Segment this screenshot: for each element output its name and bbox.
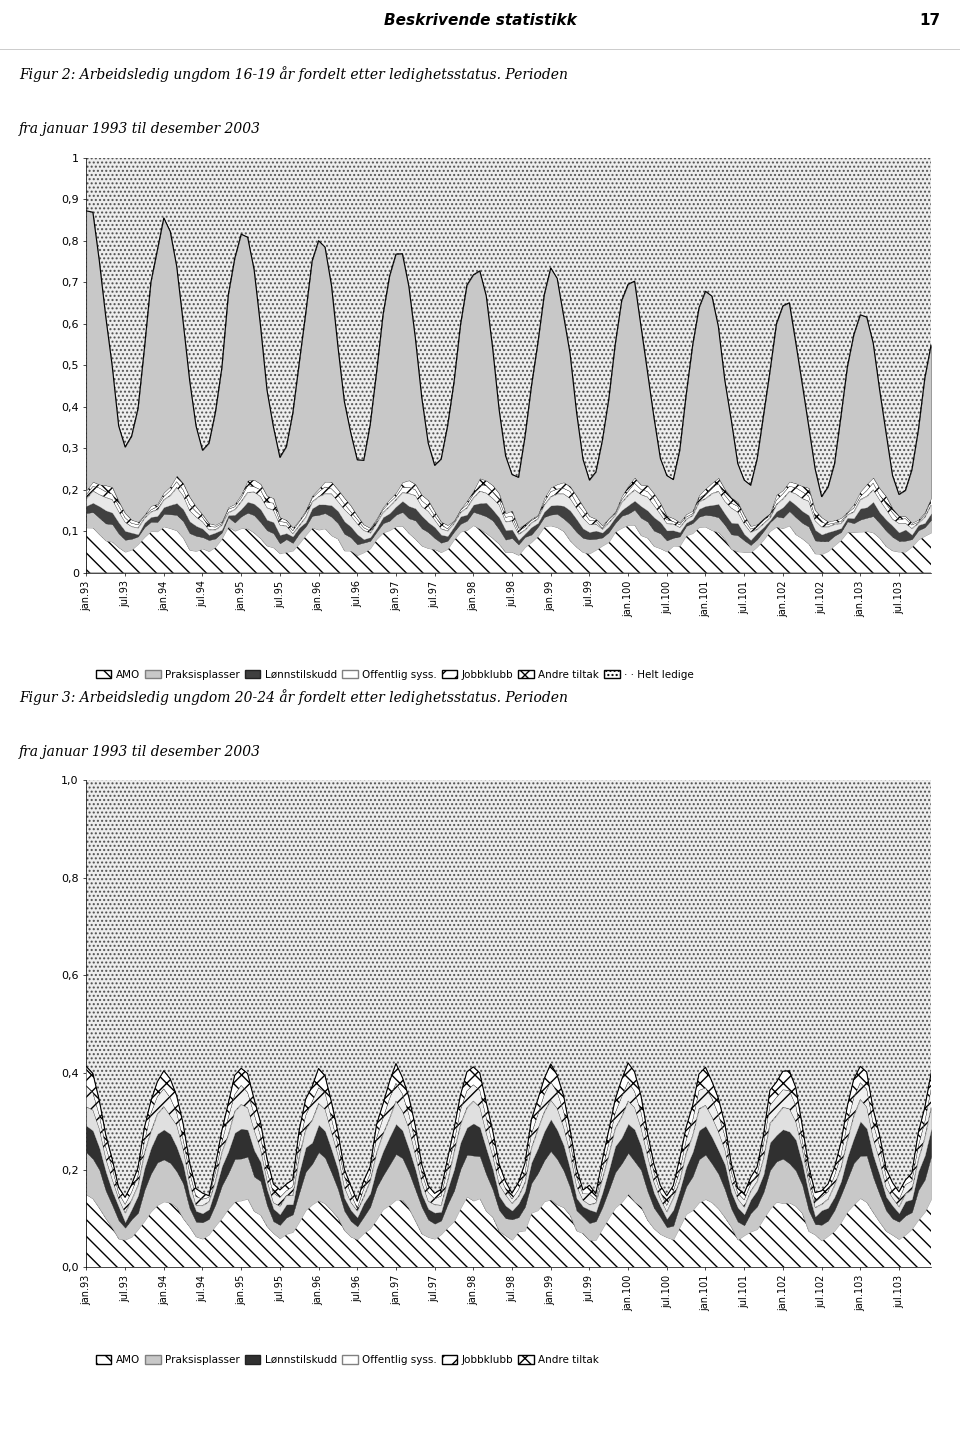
Text: Figur 3: Arbeidsledig ungdom 20-24 år fordelt etter ledighetsstatus. Perioden: Figur 3: Arbeidsledig ungdom 20-24 år fo…	[19, 689, 568, 706]
Legend: AMO, Praksisplasser, Lønnstilskudd, Offentlig syss., Jobbklubb, Andre tiltak: AMO, Praksisplasser, Lønnstilskudd, Offe…	[91, 1350, 603, 1369]
Legend: AMO, Praksisplasser, Lønnstilskudd, Offentlig syss., Jobbklubb, Andre tiltak, · : AMO, Praksisplasser, Lønnstilskudd, Offe…	[91, 666, 698, 684]
Text: 17: 17	[920, 13, 941, 27]
Text: Beskrivende statistikk: Beskrivende statistikk	[384, 13, 576, 27]
Text: fra januar 1993 til desember 2003: fra januar 1993 til desember 2003	[19, 745, 261, 759]
Text: fra januar 1993 til desember 2003: fra januar 1993 til desember 2003	[19, 122, 261, 136]
Text: Figur 2: Arbeidsledig ungdom 16-19 år fordelt etter ledighetsstatus. Perioden: Figur 2: Arbeidsledig ungdom 16-19 år fo…	[19, 66, 568, 83]
